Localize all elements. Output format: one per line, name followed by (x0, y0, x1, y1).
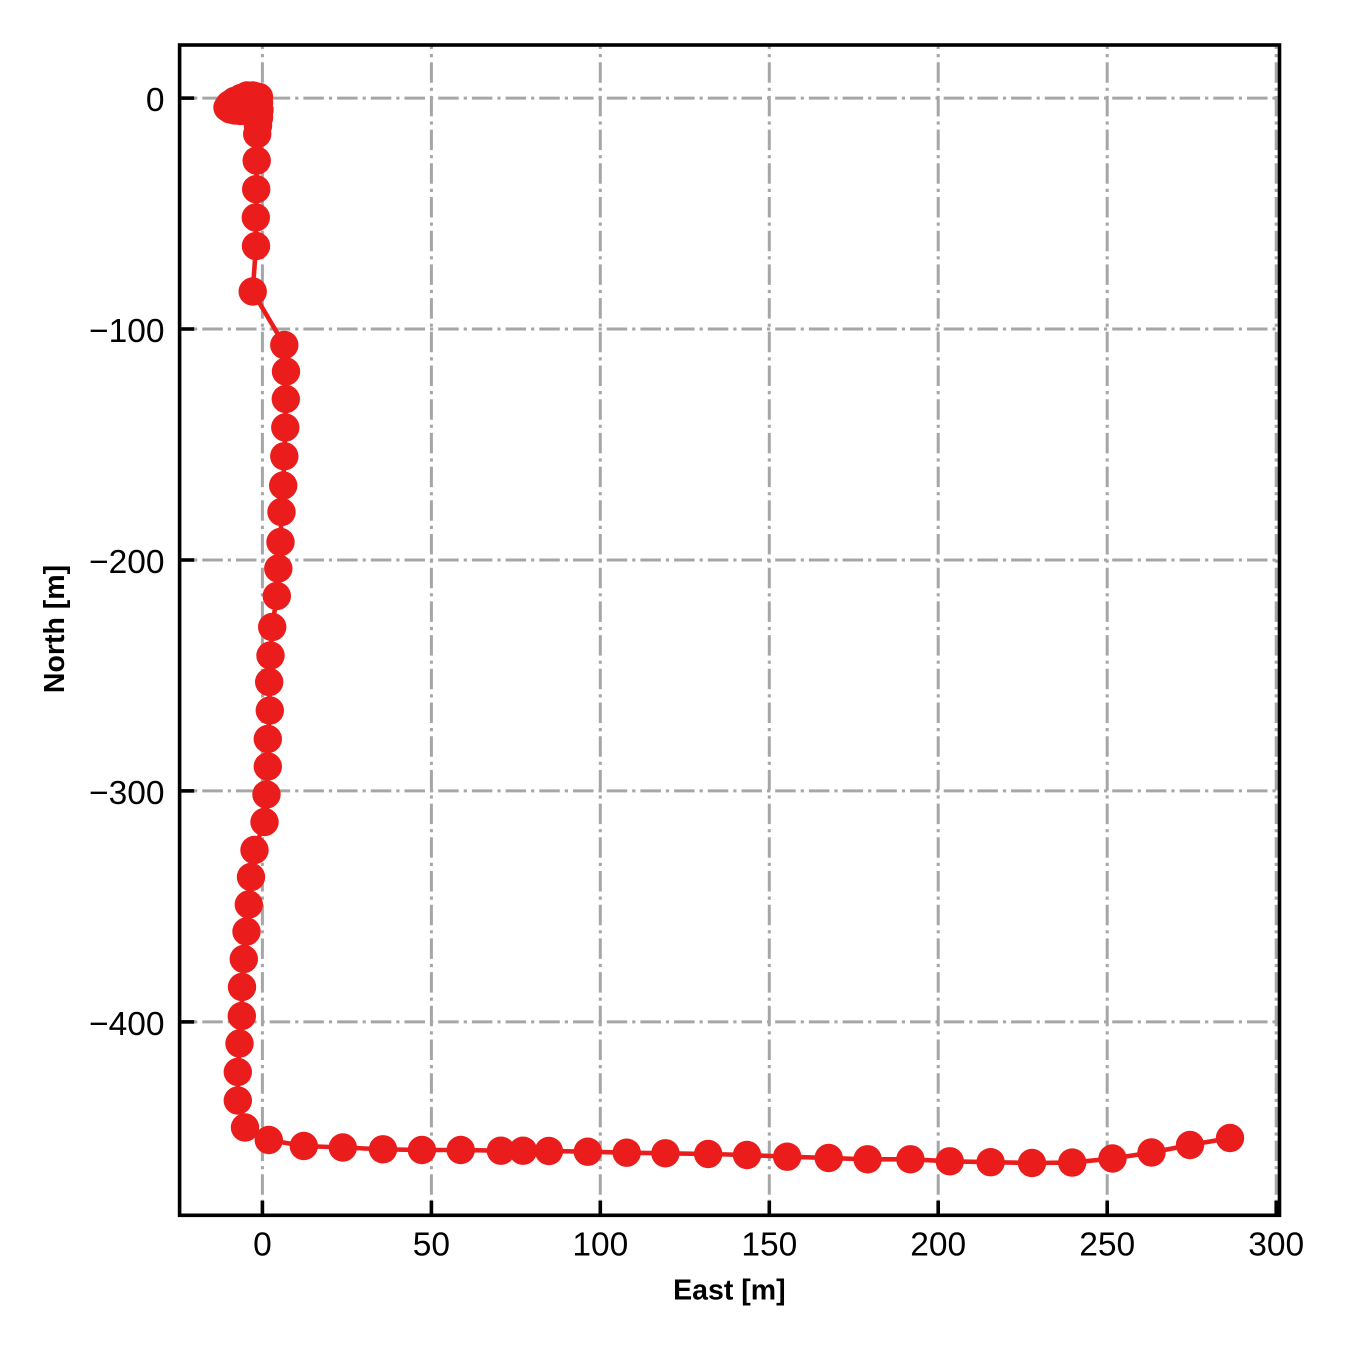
svg-text:300: 300 (1248, 1226, 1304, 1263)
svg-text:0: 0 (146, 82, 165, 119)
svg-text:150: 150 (741, 1226, 797, 1263)
svg-text:100: 100 (572, 1226, 628, 1263)
svg-text:−100: −100 (89, 313, 164, 350)
svg-text:−200: −200 (89, 544, 164, 581)
svg-text:250: 250 (1079, 1226, 1135, 1263)
svg-text:200: 200 (910, 1226, 966, 1263)
svg-text:East [m]: East [m] (673, 1275, 785, 1307)
svg-text:North [m]: North [m] (39, 565, 71, 693)
svg-text:0: 0 (253, 1226, 272, 1263)
svg-text:−300: −300 (89, 775, 164, 812)
svg-text:−400: −400 (89, 1006, 164, 1043)
svg-text:50: 50 (413, 1226, 450, 1263)
